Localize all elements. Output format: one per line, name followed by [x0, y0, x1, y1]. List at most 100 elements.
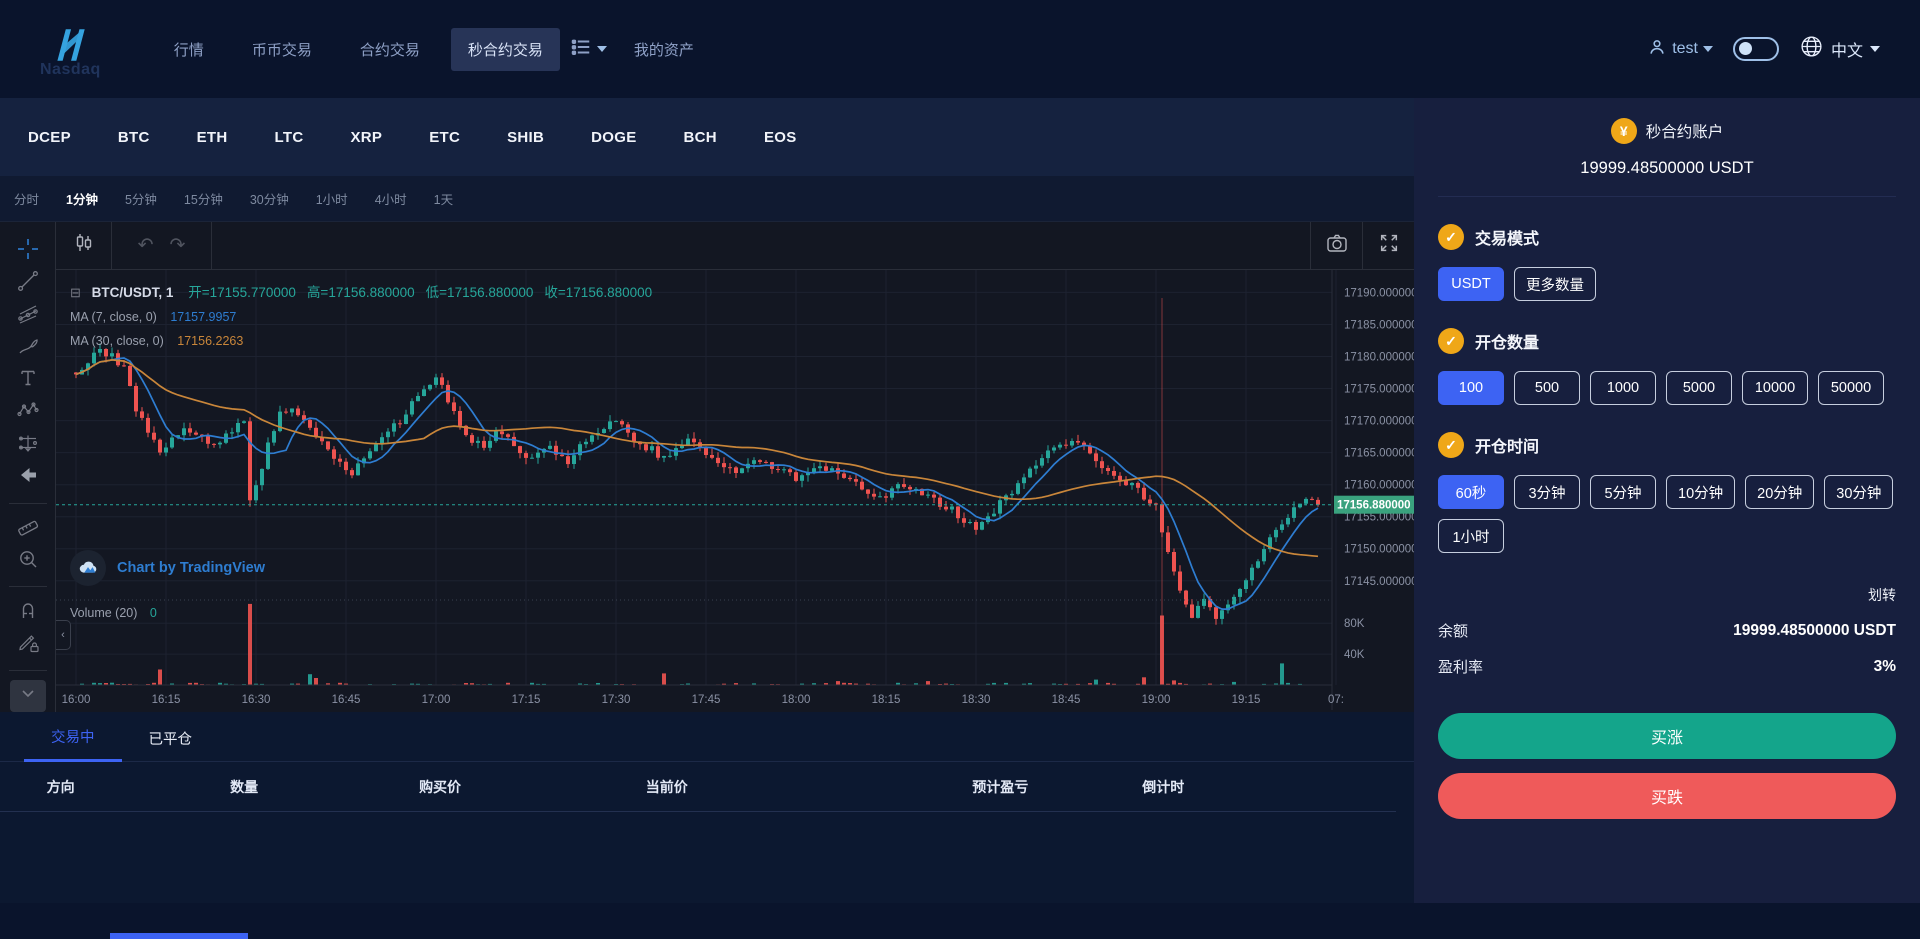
svg-text:17:15: 17:15 — [512, 694, 541, 706]
svg-text:17156.880000: 17156.880000 — [1337, 500, 1411, 512]
crosshair-tool[interactable] — [10, 235, 46, 267]
draw-lock-tool[interactable] — [10, 628, 46, 660]
chevron-down-icon — [1702, 46, 1713, 52]
magnet-tool[interactable] — [10, 596, 46, 628]
option-20分钟[interactable]: 20分钟 — [1745, 475, 1815, 509]
option-USDT[interactable]: USDT — [1438, 267, 1504, 301]
svg-text:16:15: 16:15 — [152, 694, 181, 706]
profit-rate-label: 盈利率 — [1438, 659, 1484, 676]
coin-tab-LTC[interactable]: LTC — [274, 128, 304, 146]
account-title: 秒合约账户 — [1645, 124, 1724, 141]
language-selector[interactable]: 中文 — [1799, 34, 1880, 64]
svg-text:17180.000000: 17180.000000 — [1344, 352, 1414, 364]
check-icon: ✓ — [1438, 432, 1464, 458]
coin-tabs-bar: DCEP BTC ETH LTC XRP ETC SHIB DOGE BCH EOS — [0, 98, 1414, 176]
coin-tab-EOS[interactable]: EOS — [763, 128, 797, 146]
svg-text:17:00: 17:00 — [422, 694, 451, 706]
trend-line-tool[interactable] — [10, 267, 46, 299]
interval-1天[interactable]: 1天 — [433, 193, 454, 207]
ruler-tool[interactable] — [10, 513, 46, 545]
interval-30分钟[interactable]: 30分钟 — [249, 193, 289, 207]
bottom-scrollbar-thumb[interactable] — [110, 933, 248, 939]
option-100[interactable]: 100 — [1438, 371, 1504, 405]
brush-icon — [16, 334, 40, 363]
svg-text:17185.000000: 17185.000000 — [1344, 320, 1414, 332]
user-menu[interactable]: test — [1647, 37, 1713, 62]
interval-分时[interactable]: 分时 — [14, 193, 40, 207]
option-更多数量[interactable]: 更多数量 — [1514, 267, 1596, 301]
option-30分钟[interactable]: 30分钟 — [1824, 475, 1894, 509]
svg-text:19:00: 19:00 — [1142, 694, 1171, 706]
buy-down-button[interactable]: 买跌 — [1438, 773, 1896, 819]
option-5分钟[interactable]: 5分钟 — [1590, 475, 1656, 509]
xabcd-pattern-tool[interactable] — [10, 397, 46, 429]
market-column: DCEP BTC ETH LTC XRP ETC SHIB DOGE BCH EOS 分时 1分钟 5… — [0, 98, 1414, 903]
svg-text:18:45: 18:45 — [1052, 694, 1081, 706]
option-5000[interactable]: 5000 — [1666, 371, 1732, 405]
option-60秒[interactable]: 60秒 — [1438, 475, 1504, 509]
option-1000[interactable]: 1000 — [1590, 371, 1656, 405]
orders-col-方向: 方向 — [46, 778, 75, 795]
option-50000[interactable]: 50000 — [1818, 371, 1884, 405]
coin-tab-ETH[interactable]: ETH — [196, 128, 228, 146]
orders-tab-已平仓[interactable]: 已平仓 — [148, 732, 193, 748]
coin-tab-DOGE[interactable]: DOGE — [591, 128, 637, 146]
chart-canvas[interactable]: 17190.000000 17185.000000 17180.000000 1717… — [56, 270, 1414, 710]
nav-item-assets[interactable]: 我的资产 — [633, 41, 694, 59]
interval-15分钟[interactable]: 15分钟 — [183, 193, 223, 207]
candlestick-style-icon — [72, 231, 96, 260]
coin-tab-SHIB[interactable]: SHIB — [507, 128, 545, 146]
collapse-toolbar-handle[interactable]: ‹ — [56, 620, 71, 650]
nav-item-行情[interactable]: 行情 — [173, 41, 204, 59]
redo-icon[interactable]: ↷ — [169, 235, 186, 256]
prediction-tool[interactable] — [10, 429, 46, 461]
amount-title: ✓ 开仓数量 — [1438, 328, 1896, 354]
scroll-down-tool[interactable] — [9, 679, 46, 713]
theme-toggle[interactable] — [1732, 37, 1779, 61]
interval-4小时[interactable]: 4小时 — [374, 193, 407, 207]
option-10000[interactable]: 10000 — [1742, 371, 1808, 405]
nav-item-秒合约交易[interactable]: 秒合约交易 — [450, 27, 560, 71]
candlestick-style-button[interactable] — [56, 222, 112, 269]
svg-text:16:00: 16:00 — [62, 694, 91, 706]
option-1小时[interactable]: 1小时 — [1438, 519, 1504, 553]
tradingview-credit[interactable]: Chart by TradingView — [70, 550, 265, 586]
screenshot-button[interactable] — [1310, 222, 1362, 269]
svg-text:18:00: 18:00 — [782, 694, 811, 706]
option-3分钟[interactable]: 3分钟 — [1514, 475, 1580, 509]
undo-icon[interactable]: ↶ — [137, 235, 154, 256]
interval-1分钟[interactable]: 1分钟 — [66, 193, 98, 207]
text-tool[interactable] — [10, 364, 46, 396]
interval-5分钟[interactable]: 5分钟 — [124, 193, 157, 207]
gann-fib-icon — [16, 301, 40, 330]
svg-text:17165.000000: 17165.000000 — [1344, 448, 1414, 460]
coin-tab-ETC[interactable]: ETC — [429, 128, 461, 146]
transfer-link[interactable]: 划转 — [1868, 587, 1896, 603]
fullscreen-button[interactable] — [1362, 222, 1414, 269]
coin-tab-BCH[interactable]: BCH — [683, 128, 717, 146]
coin-tab-BTC[interactable]: BTC — [117, 128, 150, 146]
coin-tab-XRP[interactable]: XRP — [350, 128, 383, 146]
markets-menu-dropdown[interactable] — [560, 36, 617, 63]
orders-tab-交易中[interactable]: 交易中 — [24, 714, 122, 762]
list-menu-icon — [570, 36, 592, 63]
coin-icon: ¥ — [1610, 118, 1637, 144]
coin-tab-DCEP[interactable]: DCEP — [28, 128, 71, 146]
hide-marks-tool[interactable] — [10, 461, 46, 493]
gann-fib-tool[interactable] — [10, 300, 46, 332]
orders-table-header: 方向 数量 购买价 当前价 预计盈亏 倒计时 — [0, 762, 1396, 812]
nav-item-合约交易[interactable]: 合约交易 — [359, 41, 420, 59]
svg-text:17175.000000: 17175.000000 — [1344, 384, 1414, 396]
nav-item-币币交易[interactable]: 币币交易 — [251, 41, 312, 59]
ruler-icon — [16, 514, 40, 543]
camera-icon — [1325, 231, 1349, 260]
nasdaq-logo[interactable]: Nasdaq — [40, 25, 101, 79]
option-500[interactable]: 500 — [1514, 371, 1580, 405]
option-10分钟[interactable]: 10分钟 — [1666, 475, 1736, 509]
buy-up-button[interactable]: 买涨 — [1438, 713, 1896, 759]
chevron-down-icon — [596, 46, 607, 52]
zoom-in-tool[interactable] — [10, 545, 46, 577]
svg-text:17150.000000: 17150.000000 — [1344, 544, 1414, 556]
brush-tool[interactable] — [10, 332, 46, 364]
interval-1小时[interactable]: 1小时 — [315, 193, 348, 207]
